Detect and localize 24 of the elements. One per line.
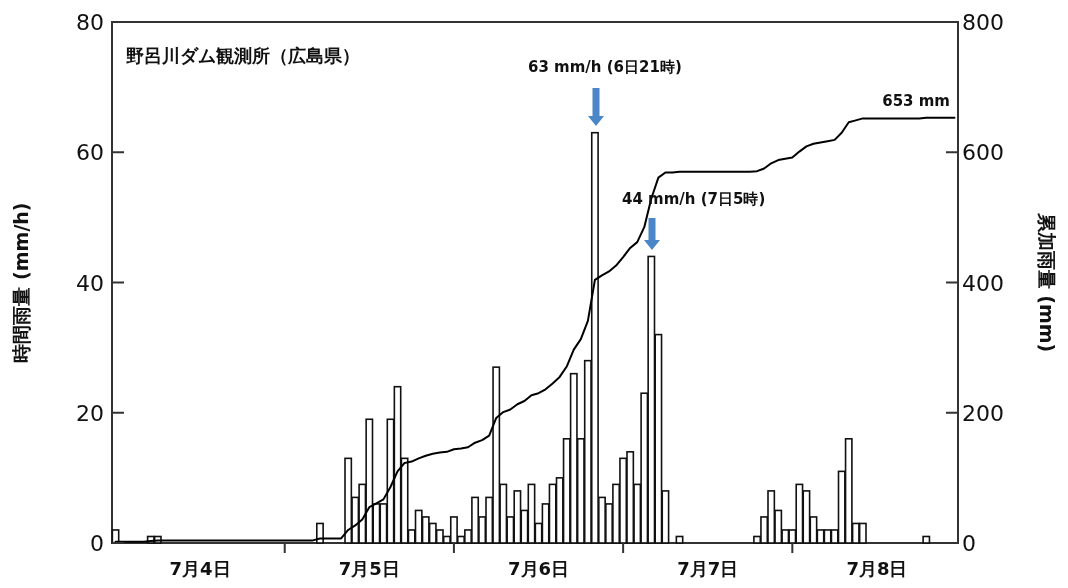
bar [922,535,931,544]
y-axis-title: 時間雨量 (mm/h) [10,202,32,363]
y2-tick-label: 200 [962,400,1004,426]
text: 野呂川ダム観測所（広島県） [126,45,360,66]
x-tick-label: 7月4日 [169,558,231,579]
x-tick-label: 7月5日 [338,558,400,579]
y2-tick-label: 0 [962,531,976,556]
y2-tick-label: 400 [962,270,1004,296]
y2-tick-label: 800 [962,10,1004,35]
y-tick-label: 40 [76,270,104,296]
y-tick-label: 20 [76,400,104,426]
y-tick-label: 60 [76,140,104,166]
y2-tick-label: 600 [962,140,1004,166]
bar [675,535,684,544]
y-tick-label: 0 [90,531,104,556]
y-tick-label: 80 [76,10,104,35]
annotation: 63 mm/h (6日21時) [528,58,682,76]
bar [316,522,324,544]
line-series [114,116,956,543]
x-tick-label: 7月8日 [846,558,908,579]
y2-axis-title: 累加雨量 (mm) [1036,211,1058,353]
x-tick-label: 7月7日 [677,558,739,579]
x-tick-label: 7月6日 [507,558,570,579]
annotation: 653 mm [882,92,950,110]
